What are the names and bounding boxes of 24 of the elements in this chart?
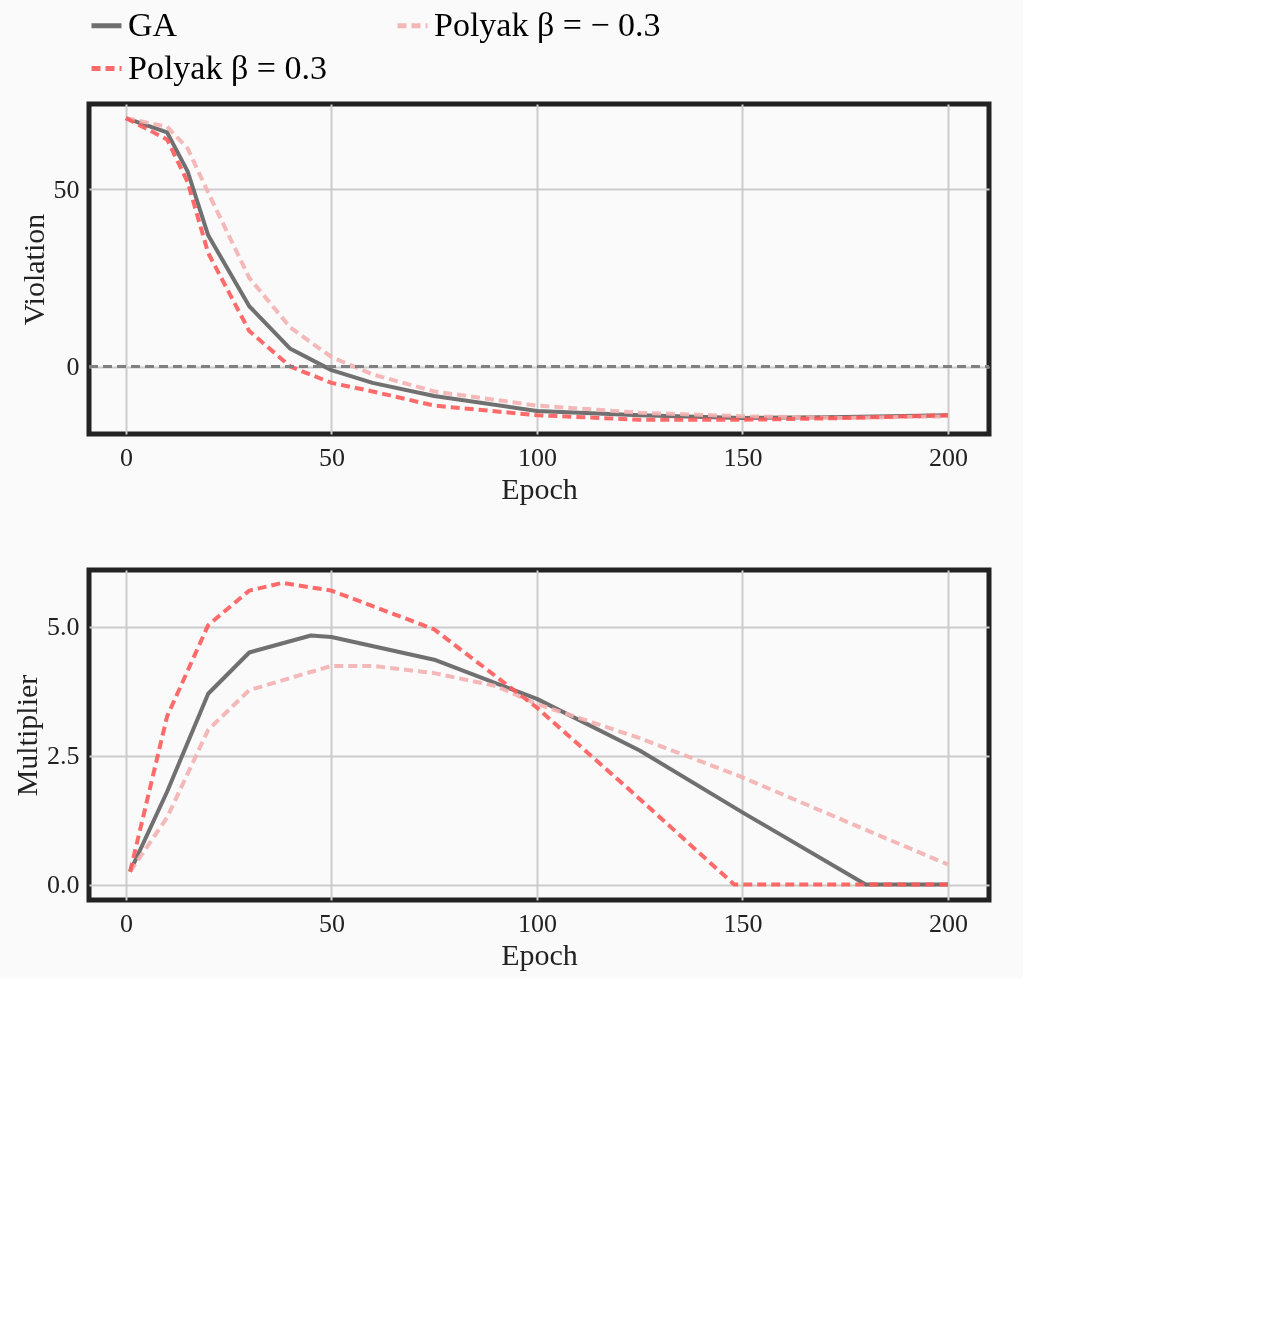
- x-tick-label: 50: [318, 442, 345, 472]
- x-tick-label: 0: [119, 442, 133, 472]
- line-series: [128, 580, 950, 887]
- y-axis-title: Violation: [16, 213, 50, 326]
- x-axis-title: Epoch: [501, 937, 578, 971]
- y-tick-label: 2.5: [47, 741, 80, 771]
- y-axis-title: Multiplier: [10, 674, 43, 797]
- x-tick-label: 100: [517, 908, 557, 938]
- legend-label: Polyak β = − 0.3: [434, 5, 661, 43]
- x-axis-title: Epoch: [501, 471, 578, 505]
- line-series: [128, 663, 950, 874]
- x-tick-label: 200: [928, 442, 968, 472]
- y-tick-label: 0.0: [47, 870, 80, 900]
- y-tick-label: 50: [53, 174, 80, 204]
- x-tick-label: 0: [119, 908, 133, 938]
- y-tick-label: 5.0: [47, 612, 80, 642]
- x-tick-label: 200: [928, 908, 968, 938]
- y-tick-label: 0: [66, 352, 80, 382]
- x-tick-label: 150: [723, 908, 763, 938]
- x-tick-label: 100: [517, 442, 557, 472]
- legend-label: GA: [128, 5, 178, 43]
- x-tick-label: 150: [723, 442, 763, 472]
- legend-label: Polyak β = 0.3: [128, 48, 327, 86]
- x-tick-label: 50: [318, 908, 345, 938]
